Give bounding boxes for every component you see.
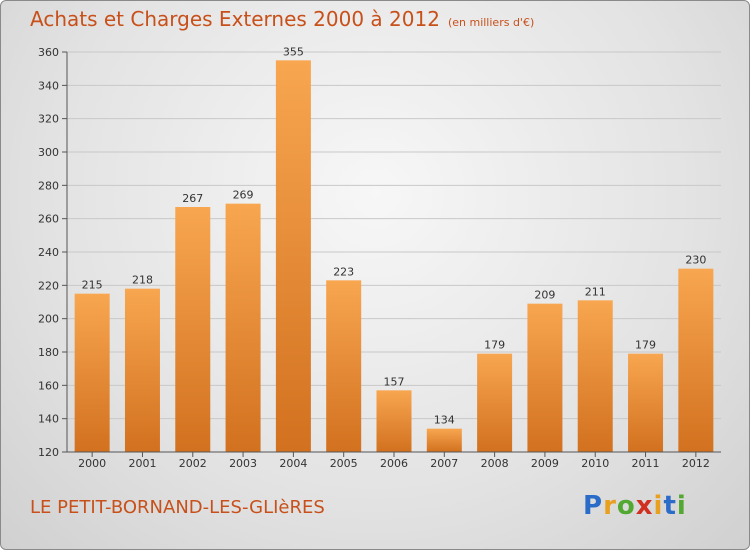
y-tick-label: 200 — [38, 313, 59, 326]
data-label-2000: 215 — [82, 279, 103, 292]
data-label-2010: 211 — [585, 285, 606, 298]
data-label-2012: 230 — [685, 254, 706, 267]
logo-letter: r — [603, 491, 617, 521]
x-tick-label-2006: 2006 — [380, 457, 408, 470]
y-tick-label: 220 — [38, 279, 59, 292]
y-tick-label: 240 — [38, 246, 59, 259]
data-label-2007: 134 — [434, 414, 455, 427]
commune-name: LE PETIT-BORNAND-LES-GLIèRES — [30, 497, 325, 518]
bar-2003 — [225, 203, 261, 452]
bar-2007 — [426, 428, 462, 452]
x-tick-label-2007: 2007 — [430, 457, 458, 470]
y-tick-label: 180 — [38, 346, 59, 359]
proxiti-logo: Proxiti — [583, 491, 687, 521]
bar-2008 — [477, 353, 513, 452]
bar-2010 — [577, 300, 613, 452]
y-tick-label: 280 — [38, 179, 59, 192]
logo-letter: i — [653, 491, 664, 521]
bar-2011 — [628, 353, 664, 452]
logo-letter: o — [616, 491, 636, 521]
y-tick-label: 360 — [38, 46, 59, 59]
chart-title: Achats et Charges Externes 2000 à 2012 (e… — [30, 7, 534, 31]
bar-2000 — [74, 293, 110, 452]
logo-letter: i — [676, 491, 687, 521]
data-label-2002: 267 — [182, 192, 203, 205]
bars: 215 218 267 269 355 223 157 134 179 209 211 179 230 — [74, 45, 714, 452]
y-tick-label: 340 — [38, 79, 59, 92]
data-label-2009: 209 — [534, 289, 555, 302]
bar-2006 — [376, 390, 412, 452]
y-tick-label: 260 — [38, 213, 59, 226]
data-label-2001: 218 — [132, 274, 153, 287]
data-label-2004: 355 — [283, 45, 304, 58]
x-tick-label-2002: 2002 — [179, 457, 207, 470]
bar-2001 — [124, 288, 160, 452]
logo-letter: P — [583, 491, 604, 521]
logo-letter: t — [663, 491, 677, 521]
x-tick-label-2001: 2001 — [128, 457, 156, 470]
title-text: Achats et Charges Externes 2000 à 2012 — [30, 7, 440, 31]
data-label-2005: 223 — [333, 265, 354, 278]
data-label-2011: 179 — [635, 339, 656, 352]
x-tick-label-2000: 2000 — [78, 457, 106, 470]
x-tick-label-2003: 2003 — [229, 457, 257, 470]
bar-2005 — [326, 280, 362, 452]
data-label-2008: 179 — [484, 339, 505, 352]
y-axis: 120 140 160 180 200 220 240 260 280 300 320 340 360 — [38, 46, 68, 459]
logo-letter: x — [635, 491, 654, 521]
y-tick-label: 140 — [38, 413, 59, 426]
y-tick-label: 120 — [38, 446, 59, 459]
y-tick-label: 320 — [38, 113, 59, 126]
x-tick-label-2012: 2012 — [682, 457, 710, 470]
x-axis: 2000 2001 2002 2003 2004 2005 2006 2007 2008 2009… — [67, 451, 721, 470]
x-tick-label-2008: 2008 — [481, 457, 509, 470]
x-tick-label-2010: 2010 — [581, 457, 609, 470]
x-tick-label-2009: 2009 — [531, 457, 559, 470]
x-tick-label-2004: 2004 — [279, 457, 307, 470]
y-tick-label: 160 — [38, 379, 59, 392]
y-tick-label: 300 — [38, 146, 59, 159]
bar-2009 — [527, 303, 563, 452]
x-tick-label-2011: 2011 — [632, 457, 660, 470]
bar-2012 — [678, 268, 714, 452]
chart-subtitle: (en milliers d'€) — [447, 16, 535, 29]
bar-2004 — [275, 60, 311, 452]
x-tick-label-2005: 2005 — [330, 457, 358, 470]
data-label-2003: 269 — [233, 189, 254, 202]
bar-2002 — [175, 207, 211, 452]
data-label-2006: 157 — [384, 375, 405, 388]
